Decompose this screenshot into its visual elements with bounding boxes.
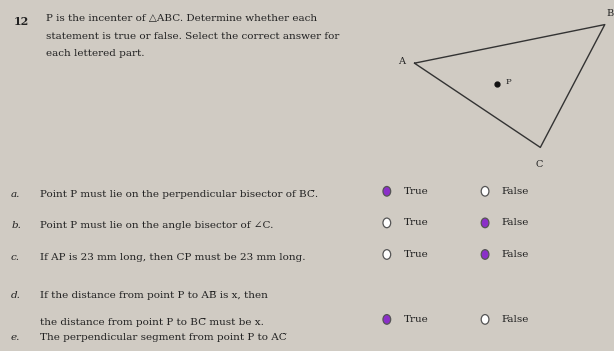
Text: 12: 12 [14, 16, 29, 27]
Ellipse shape [481, 314, 489, 324]
Text: B: B [607, 8, 614, 18]
Ellipse shape [383, 314, 391, 324]
Text: P: P [505, 79, 511, 86]
Text: A: A [398, 57, 405, 66]
Ellipse shape [383, 250, 391, 259]
Text: statement is true or false. Select the correct answer for: statement is true or false. Select the c… [46, 32, 340, 41]
Ellipse shape [481, 186, 489, 196]
Text: b.: b. [11, 221, 21, 230]
Ellipse shape [481, 250, 489, 259]
Text: a.: a. [11, 190, 20, 199]
Text: the distance from point P to BC̅ must be x.: the distance from point P to BC̅ must be… [40, 318, 264, 327]
Text: c.: c. [11, 253, 20, 262]
Ellipse shape [481, 218, 489, 228]
Text: True: True [403, 187, 428, 196]
Text: False: False [502, 218, 529, 227]
Text: True: True [403, 218, 428, 227]
Text: each lettered part.: each lettered part. [46, 49, 144, 58]
Text: False: False [502, 187, 529, 196]
Text: False: False [502, 315, 529, 324]
Text: Point P must lie on the perpendicular bisector of BC̅.: Point P must lie on the perpendicular bi… [40, 190, 318, 199]
Text: C: C [535, 160, 543, 169]
Text: e.: e. [11, 333, 20, 343]
Text: P is the incenter of △ABC. Determine whether each: P is the incenter of △ABC. Determine whe… [46, 14, 317, 23]
Text: The perpendicular segment from point P to AC̅: The perpendicular segment from point P t… [40, 333, 287, 343]
Text: Point P must lie on the angle bisector of ∠C.: Point P must lie on the angle bisector o… [40, 221, 273, 230]
Text: If AP is 23 mm long, then CP must be 23 mm long.: If AP is 23 mm long, then CP must be 23 … [40, 253, 305, 262]
Text: d.: d. [11, 291, 21, 300]
Text: If the distance from point P to AB̅ is x, then: If the distance from point P to AB̅ is x… [40, 291, 268, 300]
Text: True: True [403, 250, 428, 259]
Ellipse shape [383, 186, 391, 196]
Text: False: False [502, 250, 529, 259]
Text: True: True [403, 315, 428, 324]
Ellipse shape [383, 218, 391, 228]
